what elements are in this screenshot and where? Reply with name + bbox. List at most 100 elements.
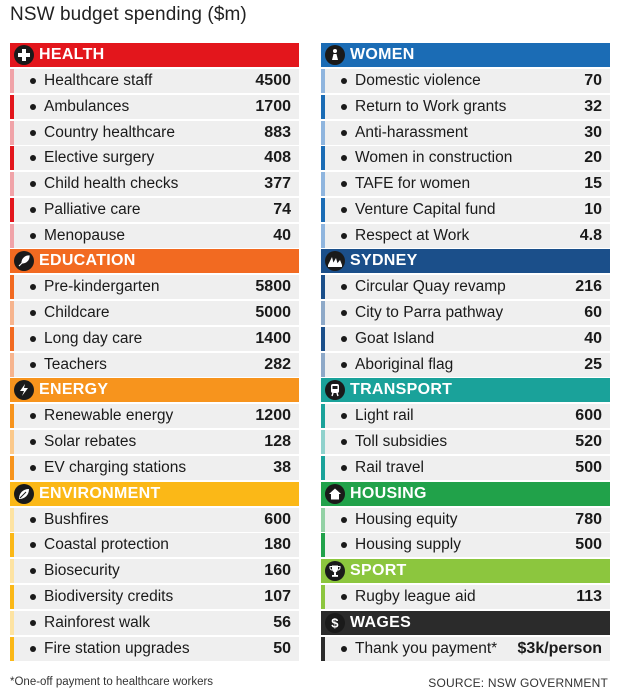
row-label: Housing supply [355, 536, 461, 554]
bullet-icon [341, 78, 347, 84]
row-value: 600 [264, 510, 291, 528]
feather-icon [14, 251, 34, 272]
row-label: Long day care [44, 329, 143, 347]
section-energy: ENERGY Renewable energy 1200 Solar rebates 1… [10, 378, 299, 480]
row-value: 500 [575, 458, 602, 476]
section-sport: SPORT Rugby league aid 113 [321, 559, 610, 610]
row-value: 56 [273, 613, 291, 631]
bullet-icon [341, 284, 347, 291]
leaf-icon [14, 483, 34, 504]
table-row: Return to Work grants 32 [321, 94, 610, 119]
bullet-icon [341, 129, 347, 136]
row-value: 30 [584, 123, 602, 141]
section-header-transport: TRANSPORT [321, 378, 610, 403]
row-value: 107 [264, 588, 291, 606]
table-row: Ambulances 1700 [10, 94, 299, 119]
section-sydney: SYDNEY Circular Quay revamp 216 City to Par… [321, 249, 610, 377]
table-row: Rainforest walk 56 [10, 610, 299, 635]
row-label: Country healthcare [44, 123, 175, 141]
row-accent-bar [321, 352, 325, 377]
row-accent-bar [10, 507, 14, 532]
row-accent-bar [321, 120, 325, 145]
row-value: 74 [273, 200, 291, 218]
row-value: 160 [264, 562, 291, 580]
bullet-icon [30, 464, 36, 471]
bullet-icon [341, 181, 347, 188]
row-label: Biosecurity [44, 562, 120, 580]
row-value: 15 [584, 175, 602, 193]
row-label: Housing equity [355, 510, 458, 528]
bullet-icon [341, 155, 347, 162]
row-value: 216 [575, 278, 602, 296]
bullet-icon [30, 103, 36, 110]
row-value: 4.8 [579, 226, 602, 244]
dollar-icon: $ [325, 613, 345, 634]
bullet-icon [30, 542, 36, 549]
row-accent-bar [10, 352, 14, 377]
row-label: Healthcare staff [44, 72, 153, 89]
row-label: Renewable energy [44, 407, 174, 425]
bullet-icon [30, 594, 36, 601]
opera-house-icon [325, 251, 345, 272]
row-value: 180 [264, 536, 291, 554]
row-value: 520 [575, 433, 602, 451]
table-row: Country healthcare 883 [10, 120, 299, 145]
row-label: Domestic violence [355, 72, 481, 89]
row-value: 40 [273, 226, 291, 244]
bullet-icon [341, 335, 347, 342]
section-title: TRANSPORT [350, 381, 453, 399]
row-accent-bar [10, 404, 14, 429]
table-row: Anti-harassment 30 [321, 120, 610, 145]
row-label: Solar rebates [44, 433, 137, 451]
bullet-icon [341, 439, 347, 446]
bullet-icon [30, 516, 36, 523]
row-accent-bar [10, 533, 14, 558]
plus-icon [14, 45, 34, 65]
bullet-icon [341, 646, 347, 653]
row-value: 1700 [255, 97, 291, 115]
table-row: City to Parra pathway 60 [321, 301, 610, 326]
row-value: $3k/person [517, 640, 602, 658]
row-label: Rugby league aid [355, 588, 476, 606]
bullet-icon [341, 594, 347, 601]
table-row: Goat Island 40 [321, 326, 610, 351]
row-accent-bar [10, 120, 14, 145]
row-value: 113 [576, 588, 602, 606]
row-value: 38 [273, 458, 291, 476]
bullet-icon [30, 619, 36, 626]
bullet-icon [30, 129, 36, 136]
bullet-icon [30, 181, 36, 188]
bullet-icon [341, 206, 347, 213]
table-row: Rail travel 500 [321, 455, 610, 480]
row-value: 10 [584, 200, 602, 218]
left-column: HEALTH Healthcare staff 4500 Ambulances 1700… [10, 43, 299, 662]
row-label: Elective surgery [44, 149, 155, 167]
section-header-housing: HOUSING [321, 481, 610, 506]
row-value: 128 [264, 433, 291, 451]
row-accent-bar [321, 533, 325, 558]
female-icon [325, 45, 345, 65]
row-label: Return to Work grants [355, 97, 507, 115]
section-header-health: HEALTH [10, 43, 299, 67]
row-value: 5800 [255, 278, 291, 296]
row-accent-bar [321, 585, 325, 610]
row-accent-bar [10, 301, 14, 326]
bullet-icon [341, 103, 347, 110]
section-transport: TRANSPORT Light rail 600 Toll subsidies 520 R… [321, 378, 610, 480]
row-value: 40 [584, 329, 602, 347]
bullet-icon [30, 439, 36, 446]
row-label: Biodiversity credits [44, 588, 174, 606]
section-header-women: WOMEN [321, 43, 610, 67]
section-header-environment: ENVIRONMENT [10, 481, 299, 506]
row-accent-bar [321, 197, 325, 222]
table-row: Solar rebates 128 [10, 430, 299, 455]
row-label: Bushfires [44, 510, 109, 528]
section-title: EDUCATION [39, 252, 136, 270]
row-label: Goat Island [355, 329, 435, 347]
bullet-icon [30, 284, 36, 291]
row-value: 780 [575, 510, 602, 528]
row-label: Anti-harassment [355, 123, 468, 141]
row-label: Rail travel [355, 458, 424, 476]
bullet-icon [30, 232, 36, 239]
row-accent-bar [321, 69, 325, 93]
